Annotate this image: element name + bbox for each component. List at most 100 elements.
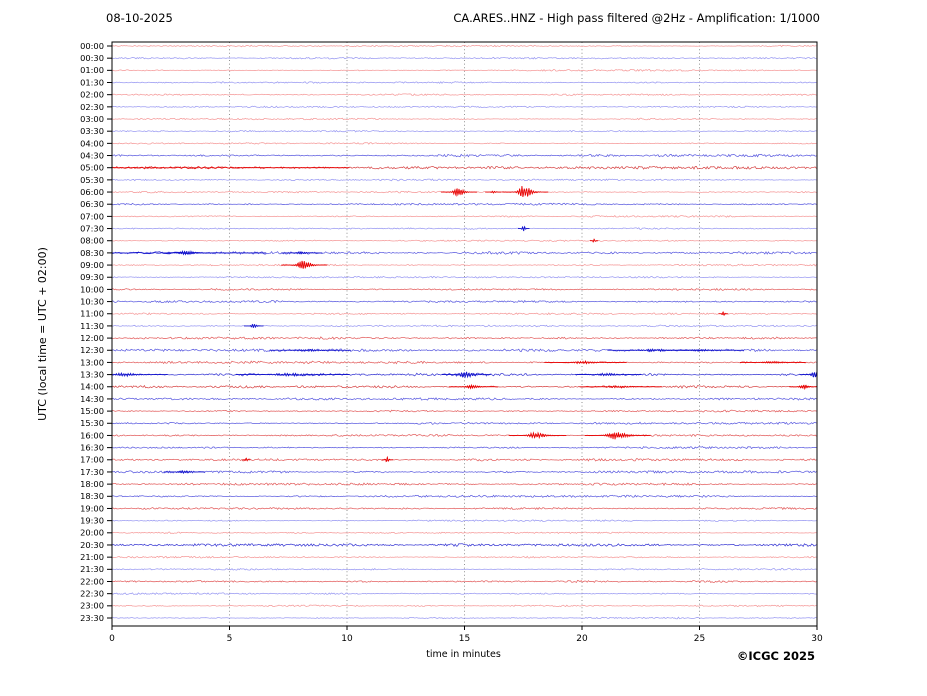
y-tick-label: 13:00	[80, 357, 104, 367]
event-burst	[739, 360, 806, 364]
seismic-trace-23:00	[112, 604, 817, 608]
y-tick-label: 00:00	[80, 41, 104, 51]
y-tick-label: 11:30	[80, 321, 104, 331]
y-tick-label: 19:30	[80, 516, 104, 526]
y-tick-label: 22:00	[80, 576, 104, 586]
y-tick-label: 12:00	[80, 333, 104, 343]
event-burst	[718, 310, 729, 316]
event-burst	[799, 371, 817, 378]
event-burst	[112, 166, 350, 170]
y-tick-label: 16:00	[80, 430, 104, 440]
y-tick-label: 03:00	[80, 114, 104, 124]
seismic-trace-06:30	[112, 202, 817, 206]
y-tick-label: 05:00	[80, 163, 104, 173]
y-tick-label: 01:30	[80, 77, 104, 87]
event-burst	[448, 383, 498, 390]
y-tick-label: 20:30	[80, 540, 104, 550]
x-tick-label: 10	[341, 634, 353, 644]
seismic-trace-09:30	[112, 275, 817, 279]
seismic-trace-23:30	[112, 616, 817, 620]
y-tick-label: 06:00	[80, 187, 104, 197]
seismic-trace-18:00	[112, 482, 817, 486]
gridlines	[229, 42, 700, 626]
y-tick-label: 04:30	[80, 150, 104, 160]
event-bursts	[112, 166, 817, 475]
copyright-label: ©ICGC 2025	[736, 649, 815, 663]
y-tick-label: 07:00	[80, 211, 104, 221]
event-burst	[440, 188, 478, 197]
y-tick-label: 01:00	[80, 65, 104, 75]
y-tick-label: 14:00	[80, 382, 104, 392]
seismic-trace-07:30	[112, 227, 817, 230]
seismic-trace-17:00	[112, 458, 817, 462]
x-tick-label: 20	[576, 634, 588, 644]
seismic-trace-18:30	[112, 494, 817, 498]
event-burst	[281, 251, 323, 255]
y-tick-label: 07:30	[80, 223, 104, 233]
y-tick-label: 23:00	[80, 601, 104, 611]
x-tick-label: 30	[811, 634, 823, 644]
seismic-trace-08:00	[112, 239, 817, 242]
x-axis-ticks: 0 5 10 15 20 25 30	[109, 626, 823, 644]
y-tick-label: 23:30	[80, 613, 104, 623]
y-tick-label: 05:30	[80, 175, 104, 185]
event-burst	[112, 372, 168, 378]
y-tick-label: 15:30	[80, 418, 104, 428]
event-burst	[441, 371, 491, 379]
seismic-trace-06:00	[112, 190, 817, 194]
y-tick-label: 14:30	[80, 394, 104, 404]
y-tick-label: 18:30	[80, 491, 104, 501]
seismic-trace-15:30	[112, 421, 817, 425]
y-tick-label: 09:30	[80, 272, 104, 282]
plot-title: CA.ARES..HNZ - High pass filtered @2Hz -…	[453, 11, 820, 25]
event-burst	[508, 431, 567, 440]
seismic-trace-19:30	[112, 519, 817, 522]
event-burst	[661, 348, 745, 353]
x-axis-label: time in minutes	[426, 649, 501, 660]
x-tick-label: 5	[227, 634, 233, 644]
event-burst	[242, 457, 251, 462]
event-burst	[112, 251, 267, 255]
seismic-trace-00:00	[112, 44, 817, 48]
event-burst	[269, 348, 351, 353]
y-tick-label: 11:00	[80, 309, 104, 319]
seismic-trace-03:00	[112, 117, 817, 121]
y-tick-label: 06:30	[80, 199, 104, 209]
seismic-trace-04:30	[112, 153, 817, 158]
event-burst	[575, 372, 642, 377]
y-tick-label: 20:00	[80, 528, 104, 538]
event-burst	[502, 185, 549, 198]
event-burst	[235, 372, 350, 378]
date-label: 08-10-2025	[106, 11, 173, 25]
y-tick-label: 21:30	[80, 564, 104, 574]
x-tick-label: 25	[694, 634, 705, 644]
seismic-trace-08:30	[112, 251, 817, 255]
y-tick-label: 10:00	[80, 284, 104, 294]
seismic-trace-21:00	[112, 555, 817, 559]
seismic-trace-13:30	[112, 372, 817, 377]
seismic-trace-09:00	[112, 263, 817, 267]
seismic-trace-00:30	[112, 56, 817, 60]
seismic-trace-20:30	[112, 543, 817, 548]
y-tick-label: 10:30	[80, 296, 104, 306]
x-tick-label: 0	[109, 634, 115, 644]
event-burst	[243, 323, 264, 328]
event-burst	[584, 431, 651, 440]
y-tick-label: 00:30	[80, 53, 104, 63]
seismic-trace-07:00	[112, 215, 817, 218]
seismic-trace-11:30	[112, 324, 817, 328]
y-tick-label: 09:00	[80, 260, 104, 270]
y-tick-label: 13:30	[80, 369, 104, 379]
y-tick-label: 03:30	[80, 126, 104, 136]
event-burst	[162, 250, 212, 256]
seismic-trace-05:30	[112, 178, 817, 182]
seismic-trace-19:00	[112, 506, 817, 511]
seismic-trace-17:30	[112, 470, 817, 474]
y-tick-label: 08:00	[80, 236, 104, 246]
seismic-trace-16:00	[112, 434, 817, 438]
event-burst	[517, 225, 530, 232]
y-tick-label: 21:00	[80, 552, 104, 562]
seismic-trace-01:30	[112, 81, 817, 84]
event-burst	[163, 470, 205, 475]
event-burst	[789, 384, 817, 390]
